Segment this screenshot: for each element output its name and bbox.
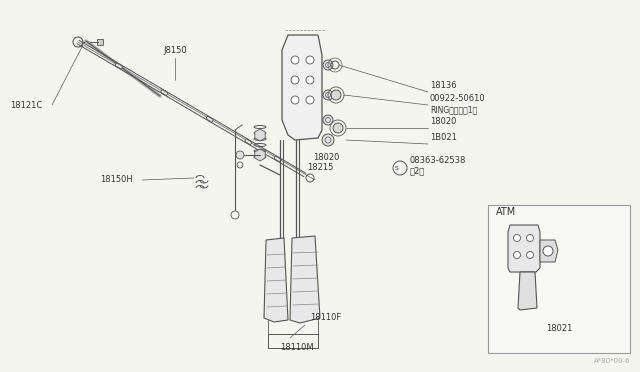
Text: 18150H: 18150H xyxy=(100,176,132,185)
Text: J8150: J8150 xyxy=(163,46,187,55)
Text: 18121C: 18121C xyxy=(10,100,42,109)
Circle shape xyxy=(291,96,299,104)
Polygon shape xyxy=(161,90,168,96)
Polygon shape xyxy=(508,225,540,272)
Text: 18215: 18215 xyxy=(307,163,333,172)
Circle shape xyxy=(306,96,314,104)
Polygon shape xyxy=(255,149,265,161)
Circle shape xyxy=(291,76,299,84)
Bar xyxy=(268,334,318,348)
Bar xyxy=(488,205,630,353)
Polygon shape xyxy=(255,129,265,141)
Polygon shape xyxy=(290,236,320,323)
Polygon shape xyxy=(282,35,322,140)
Polygon shape xyxy=(264,238,288,322)
Polygon shape xyxy=(115,63,123,69)
Circle shape xyxy=(331,90,341,100)
Polygon shape xyxy=(540,240,558,262)
Bar xyxy=(97,39,103,45)
Circle shape xyxy=(322,134,334,146)
Text: 00922-50610: 00922-50610 xyxy=(430,94,486,103)
Polygon shape xyxy=(244,139,252,145)
Text: S: S xyxy=(395,166,399,170)
Text: A*80*00-6: A*80*00-6 xyxy=(593,358,630,364)
Text: 18136: 18136 xyxy=(430,81,456,90)
Text: 18020: 18020 xyxy=(430,117,456,126)
Text: ATM: ATM xyxy=(496,207,516,217)
Polygon shape xyxy=(518,272,537,310)
Text: 18110M: 18110M xyxy=(280,343,314,352)
Text: 18021: 18021 xyxy=(546,324,572,333)
Circle shape xyxy=(323,90,333,100)
Text: （2）: （2） xyxy=(410,166,425,175)
Circle shape xyxy=(323,60,333,70)
Circle shape xyxy=(333,123,343,133)
Circle shape xyxy=(527,251,534,259)
Circle shape xyxy=(543,246,553,256)
Polygon shape xyxy=(206,116,213,122)
Text: 18110F: 18110F xyxy=(310,313,341,322)
Circle shape xyxy=(323,115,333,125)
Circle shape xyxy=(513,251,520,259)
Circle shape xyxy=(236,151,244,159)
Text: 08363-62538: 08363-62538 xyxy=(410,156,467,165)
Circle shape xyxy=(291,56,299,64)
Circle shape xyxy=(513,234,520,241)
Polygon shape xyxy=(274,156,282,162)
Circle shape xyxy=(306,56,314,64)
Text: RINGリング（1）: RINGリング（1） xyxy=(430,105,477,114)
Text: 18020: 18020 xyxy=(313,153,339,162)
Circle shape xyxy=(306,76,314,84)
Circle shape xyxy=(527,234,534,241)
Text: 1B021: 1B021 xyxy=(430,133,457,142)
